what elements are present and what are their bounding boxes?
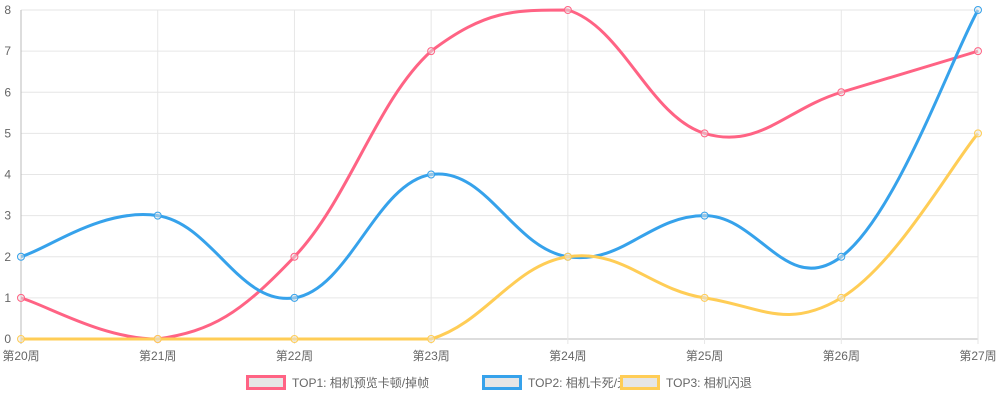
legend[interactable]: TOP1: 相机预览卡顿/掉帧 TOP2: 相机卡死/无响应 TOP3: 相机闪退 xyxy=(246,375,752,390)
x-tick-label: 第25周 xyxy=(686,349,723,363)
y-axis: 0 1 2 3 4 5 6 7 8 xyxy=(4,3,11,346)
data-point[interactable] xyxy=(563,252,572,261)
data-point[interactable] xyxy=(153,211,162,220)
legend-label: TOP1: 相机预览卡顿/掉帧 xyxy=(292,375,429,390)
series-line-top1 xyxy=(20,8,979,341)
series-line-top2 xyxy=(20,9,980,300)
data-point[interactable] xyxy=(290,335,299,343)
legend-swatch xyxy=(246,375,286,390)
x-tick-label: 第23周 xyxy=(412,349,449,363)
y-tick-label: 1 xyxy=(4,291,11,305)
data-point[interactable] xyxy=(427,170,436,179)
data-point[interactable] xyxy=(700,211,709,220)
y-tick-label: 3 xyxy=(4,209,11,223)
legend-item-top1[interactable]: TOP1: 相机预览卡顿/掉帧 xyxy=(246,375,430,390)
x-tick-label: 第27周 xyxy=(959,349,996,363)
data-point[interactable] xyxy=(427,47,436,56)
series-lines xyxy=(17,6,982,343)
data-point[interactable] xyxy=(290,252,299,261)
legend-label: TOP3: 相机闪退 xyxy=(666,376,752,390)
x-tick-label: 第26周 xyxy=(823,349,860,363)
data-point[interactable] xyxy=(974,129,982,138)
x-tick-label: 第24周 xyxy=(549,349,586,363)
legend-item-top3[interactable]: TOP3: 相机闪退 xyxy=(620,375,752,390)
y-tick-label: 2 xyxy=(4,250,11,264)
y-tick-label: 0 xyxy=(4,332,11,346)
x-tick-label: 第21周 xyxy=(139,349,176,363)
data-point[interactable] xyxy=(700,129,709,138)
data-point[interactable] xyxy=(837,252,846,261)
data-point[interactable] xyxy=(153,335,162,343)
data-point[interactable] xyxy=(974,6,982,14)
data-point[interactable] xyxy=(563,6,572,14)
x-tick-label: 第20周 xyxy=(2,349,39,363)
legend-swatch xyxy=(620,375,660,390)
y-tick-label: 6 xyxy=(4,85,11,99)
x-tick-label: 第22周 xyxy=(276,349,313,363)
y-tick-label: 7 xyxy=(4,44,11,58)
y-tick-label: 8 xyxy=(4,3,11,17)
data-point[interactable] xyxy=(700,293,709,302)
data-point[interactable] xyxy=(837,293,846,302)
data-point[interactable] xyxy=(17,252,25,261)
data-point[interactable] xyxy=(837,88,846,97)
y-tick-label: 5 xyxy=(4,126,11,140)
x-axis: 第20周 第21周 第22周 第23周 第24周 第25周 第26周 第27周 xyxy=(2,349,996,363)
series-line-top3 xyxy=(21,132,980,341)
data-point[interactable] xyxy=(974,47,982,56)
data-point[interactable] xyxy=(17,335,25,343)
legend-swatch xyxy=(482,375,522,390)
data-point[interactable] xyxy=(290,293,299,302)
data-point[interactable] xyxy=(17,293,25,302)
data-point[interactable] xyxy=(427,335,436,343)
y-tick-label: 4 xyxy=(4,168,11,182)
